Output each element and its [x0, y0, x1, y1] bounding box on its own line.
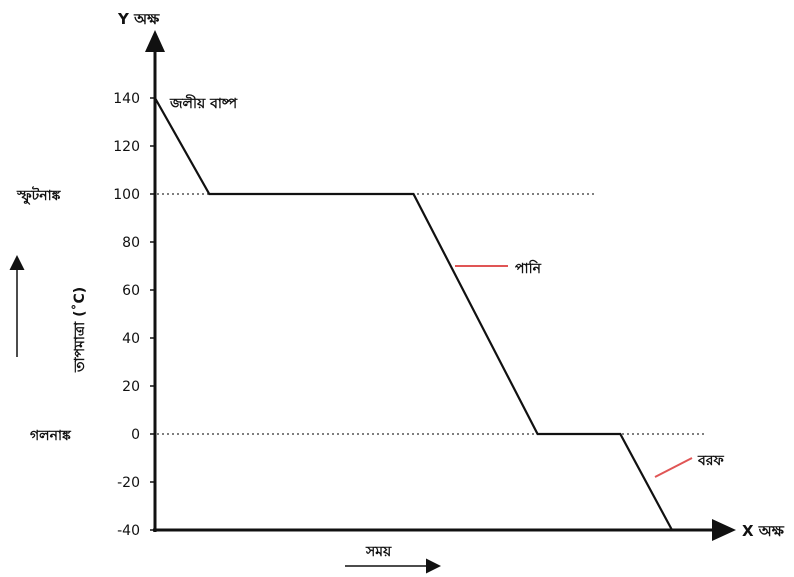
y-tick-label: -20	[117, 475, 140, 491]
x-axis-arrowhead	[712, 519, 736, 541]
x-axis-title: X অক্ষ	[742, 522, 785, 540]
water-label: পানি	[515, 259, 542, 277]
melting-point-label: গলনাঙ্ক	[30, 428, 72, 444]
y-tick-label: 20	[122, 379, 140, 395]
y-ticks: 140 120 100 80 60 40 20 0 -20 -40	[113, 91, 155, 539]
y-axis-label: তাপমাত্রা (˚C)	[71, 287, 88, 373]
y-tick-label: -40	[117, 523, 140, 539]
y-tick-label: 80	[122, 235, 140, 251]
temperature-series-line	[155, 98, 672, 530]
y-axis-arrowhead	[145, 30, 165, 52]
boiling-point-label: স্ফুটনাঙ্ক	[16, 186, 62, 206]
ice-annotation-marker	[655, 458, 692, 477]
y-tick-label: 60	[122, 283, 140, 299]
x-axis-label: সময়	[365, 544, 392, 560]
vapor-label: জলীয় বাষ্প	[169, 94, 238, 112]
y-tick-label: 140	[113, 91, 140, 107]
y-tick-label: 0	[131, 427, 140, 443]
y-tick-label: 100	[113, 187, 140, 203]
ice-label: বরফ	[697, 453, 724, 469]
y-axis-title: Y অক্ষ	[117, 10, 160, 28]
y-tick-label: 120	[113, 139, 140, 155]
y-tick-label: 40	[122, 331, 140, 347]
